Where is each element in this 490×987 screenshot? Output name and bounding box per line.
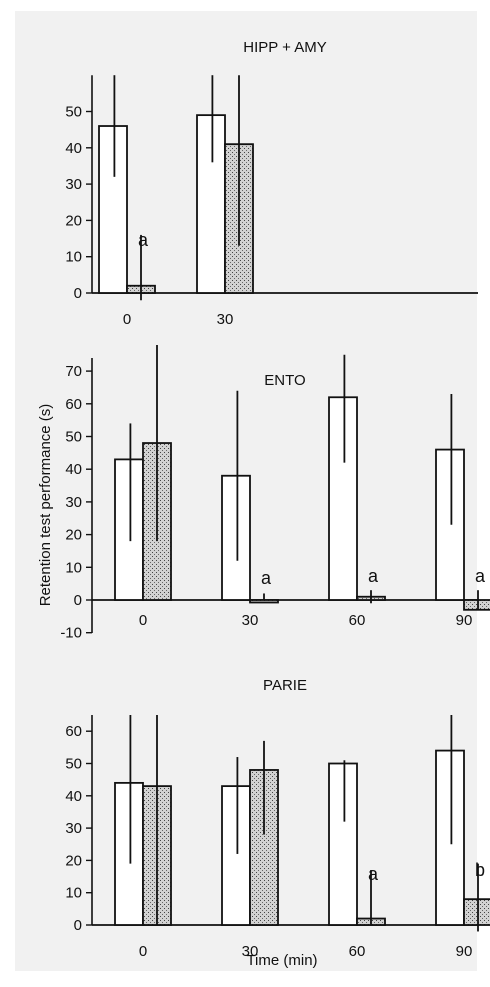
- x-tick-label: 90: [456, 943, 473, 960]
- panel-title-hipp-amy: HIPP + AMY: [243, 39, 327, 56]
- x-tick-label: 0: [123, 311, 131, 328]
- y-tick-label: 60: [65, 723, 82, 740]
- y-tick-label: 0: [74, 592, 82, 609]
- y-axis-label: Retention test performance (s): [37, 404, 54, 607]
- bar-open: [328, 762, 358, 926]
- panel-2-plot: 0 10 20 30 40 50 60 0 30 60 a 90 b: [65, 715, 490, 960]
- bar-open: [435, 749, 465, 926]
- y-tick-label: 30: [65, 176, 82, 193]
- y-tick-label: 10: [65, 249, 82, 266]
- y-tick-label: 20: [65, 212, 82, 229]
- panel-parie: PARIE: [263, 677, 307, 694]
- x-tick-label: 30: [242, 943, 259, 960]
- y-tick-label: 70: [65, 363, 82, 380]
- y-tick-label: 0: [74, 285, 82, 302]
- y-tick-label: 10: [65, 885, 82, 902]
- y-tick-label: 30: [65, 494, 82, 511]
- x-axis-label: Time (min): [246, 952, 317, 969]
- x-tick-label: 0: [139, 943, 147, 960]
- x-tick-label: 60: [349, 943, 366, 960]
- y-tick-label: 50: [65, 429, 82, 446]
- significance-label: a: [261, 568, 272, 588]
- panel-1-plot: -10 0 10 20 30 40 50 60 70 0 30 a 60 a 90 a: [60, 344, 490, 642]
- bar-open: [221, 474, 251, 601]
- bar-stippled: [249, 599, 279, 604]
- y-tick-label: 10: [65, 559, 82, 576]
- y-tick-label: 40: [65, 461, 82, 478]
- bar-open: [196, 114, 226, 294]
- panel-title-ento: ENTO: [264, 372, 305, 389]
- y-tick-label: 30: [65, 820, 82, 837]
- x-tick-label: 30: [242, 612, 259, 629]
- y-tick-label: 50: [65, 104, 82, 121]
- y-tick-label: 0: [74, 917, 82, 934]
- bar-open: [328, 396, 358, 601]
- significance-label: a: [368, 864, 379, 884]
- panel-hipp-amy: HIPP + AMY: [243, 39, 327, 56]
- panel-ento: ENTO: [264, 372, 305, 389]
- bar-open: [435, 448, 465, 601]
- bar-open: [98, 125, 128, 294]
- bar-open: [221, 785, 251, 926]
- panel-0-plot: 0 10 20 30 40 50 0 a 30: [65, 75, 478, 328]
- y-tick-label: 40: [65, 140, 82, 157]
- x-tick-label: 0: [139, 612, 147, 629]
- x-tick-label: 30: [217, 311, 234, 328]
- x-tick-label: 90: [456, 612, 473, 629]
- bar-open: [114, 781, 144, 926]
- significance-label: a: [475, 566, 486, 586]
- bar-stippled: [463, 599, 490, 611]
- significance-label: a: [368, 566, 379, 586]
- y-tick-label: -10: [60, 625, 82, 642]
- y-tick-label: 40: [65, 788, 82, 805]
- chart-marks: 0 10 20 30 40 50 0 a 30 -10 0 10 20 30 40 50 60 70 0 30 a 60 a…: [60, 75, 490, 960]
- significance-label: a: [138, 230, 149, 250]
- significance-label: b: [475, 860, 485, 880]
- y-tick-label: 60: [65, 396, 82, 413]
- bar-stippled: [463, 898, 490, 926]
- y-tick-label: 20: [65, 527, 82, 544]
- x-tick-label: 60: [349, 612, 366, 629]
- panel-title-parie: PARIE: [263, 677, 307, 694]
- bar-open: [114, 458, 144, 601]
- y-tick-label: 50: [65, 756, 82, 773]
- y-tick-label: 20: [65, 852, 82, 869]
